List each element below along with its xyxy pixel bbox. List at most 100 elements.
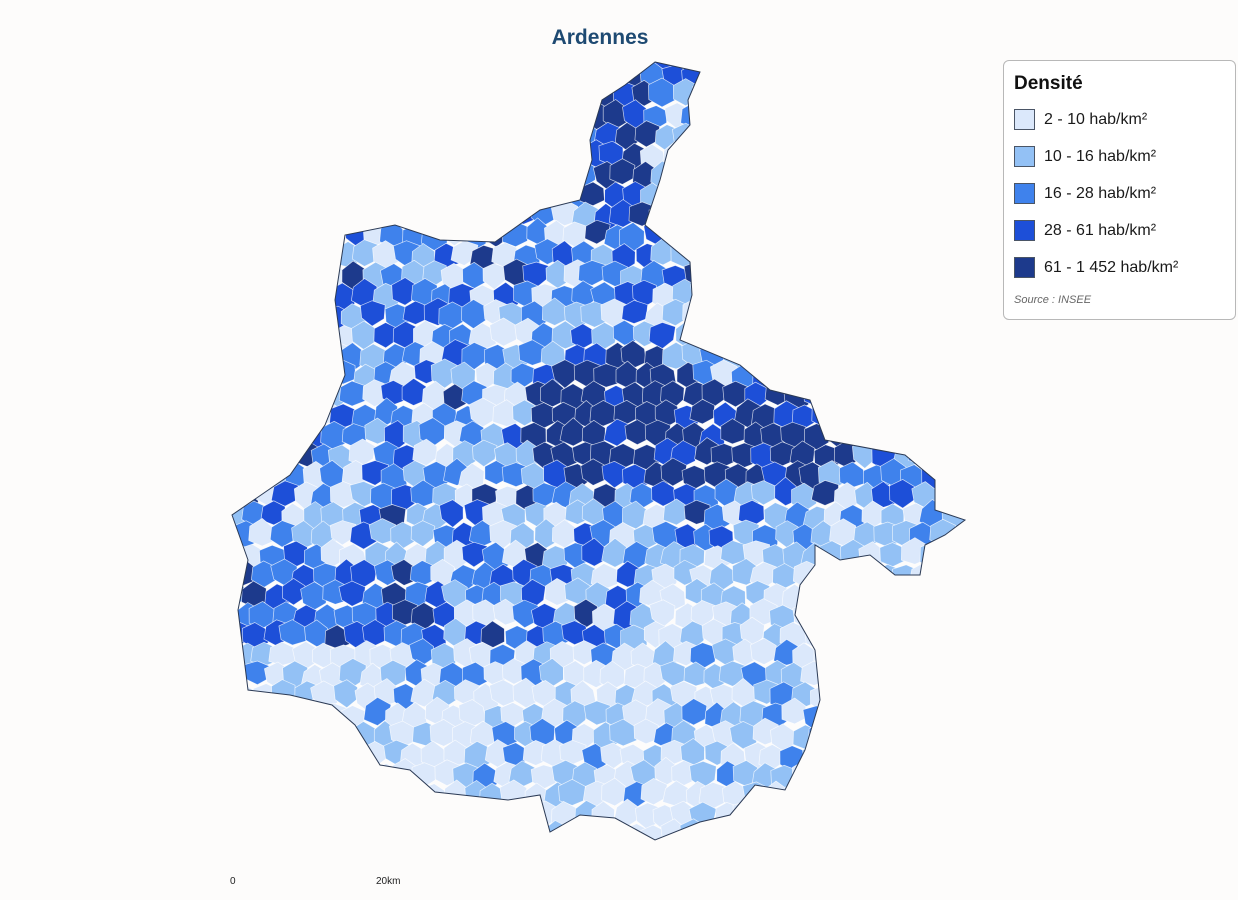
commune-region xyxy=(672,162,700,187)
commune-region xyxy=(301,143,329,171)
commune-region xyxy=(960,661,965,690)
commune-region xyxy=(232,760,257,791)
commune-region xyxy=(232,719,257,747)
commune-region xyxy=(313,360,341,387)
commune-region xyxy=(440,182,468,210)
commune-region xyxy=(232,643,240,671)
commune-region xyxy=(880,820,910,840)
commune-region xyxy=(511,599,539,629)
commune-region xyxy=(819,381,846,408)
commune-region xyxy=(470,62,500,68)
commune-region xyxy=(293,281,319,311)
commune-region xyxy=(890,278,918,308)
commune-region xyxy=(232,142,251,169)
commune-region xyxy=(472,77,499,105)
commune-region xyxy=(601,777,627,807)
commune-region xyxy=(810,480,839,506)
commune-region xyxy=(888,803,915,832)
commune-region xyxy=(944,139,965,168)
commune-region xyxy=(232,320,257,349)
commune-region xyxy=(753,62,781,68)
commune-region xyxy=(959,783,965,814)
commune-region xyxy=(461,185,487,212)
commune-region xyxy=(238,702,266,728)
commune-region xyxy=(732,800,761,826)
commune-region xyxy=(952,481,965,509)
commune-region xyxy=(849,163,877,190)
commune-region xyxy=(823,137,851,165)
commune-region xyxy=(643,218,671,246)
commune-region xyxy=(801,62,829,89)
commune-region xyxy=(899,662,927,692)
commune-region xyxy=(364,62,392,89)
commune-region xyxy=(952,358,965,389)
commune-region xyxy=(949,62,965,68)
commune-region xyxy=(962,303,965,332)
commune-region xyxy=(921,783,946,810)
commune-region xyxy=(288,802,316,829)
commune-region xyxy=(901,177,928,207)
commune-region xyxy=(772,241,798,268)
commune-region xyxy=(795,324,820,351)
commune-region xyxy=(410,118,436,148)
commune-region xyxy=(232,62,249,86)
commune-region xyxy=(939,102,965,128)
commune-region xyxy=(694,199,721,229)
commune-region xyxy=(733,121,761,151)
commune-region xyxy=(232,84,256,112)
legend-label: 28 - 61 hab/km² xyxy=(1044,221,1157,239)
commune-region xyxy=(735,80,759,109)
commune-region xyxy=(931,281,960,311)
commune-region xyxy=(903,819,929,840)
commune-region xyxy=(363,819,390,840)
commune-region xyxy=(258,341,285,370)
commune-region xyxy=(492,62,519,69)
commune-region xyxy=(831,559,859,589)
commune-region xyxy=(771,62,799,68)
commune-region xyxy=(486,823,511,840)
commune-region xyxy=(520,820,547,840)
commune-region xyxy=(378,104,406,133)
commune-region xyxy=(249,722,275,752)
commune-region xyxy=(561,620,588,646)
commune-region xyxy=(754,202,782,230)
commune-region xyxy=(945,183,965,211)
commune-region xyxy=(232,443,237,471)
commune-region xyxy=(621,299,649,324)
commune-region xyxy=(420,783,446,812)
commune-region xyxy=(324,62,349,86)
commune-region xyxy=(700,182,728,210)
commune-region xyxy=(859,220,886,251)
commune-region xyxy=(391,157,417,187)
commune-region xyxy=(553,80,580,110)
commune-region xyxy=(712,162,740,189)
commune-region xyxy=(741,62,770,91)
commune-region xyxy=(818,745,847,772)
commune-region xyxy=(919,541,948,569)
commune-region xyxy=(285,137,311,168)
commune-region xyxy=(739,219,765,247)
commune-region xyxy=(841,700,866,728)
commune-region xyxy=(242,341,270,367)
commune-region xyxy=(955,243,965,271)
commune-region xyxy=(240,380,267,409)
commune-region xyxy=(749,323,777,352)
commune-region xyxy=(765,63,791,89)
commune-region xyxy=(848,362,876,391)
commune-region xyxy=(846,580,872,608)
commune-region xyxy=(680,219,709,249)
commune-region xyxy=(282,96,310,127)
commune-region xyxy=(869,799,898,828)
commune-region xyxy=(269,364,296,391)
commune-region xyxy=(240,821,268,840)
commune-region xyxy=(249,282,278,311)
commune-region xyxy=(804,101,830,129)
commune-region xyxy=(890,242,916,274)
commune-region xyxy=(952,80,965,108)
commune-region xyxy=(794,62,821,70)
commune-region xyxy=(731,320,758,348)
commune-region xyxy=(774,121,800,151)
commune-region xyxy=(332,201,361,226)
commune-region xyxy=(562,819,587,840)
commune-region xyxy=(926,337,951,367)
